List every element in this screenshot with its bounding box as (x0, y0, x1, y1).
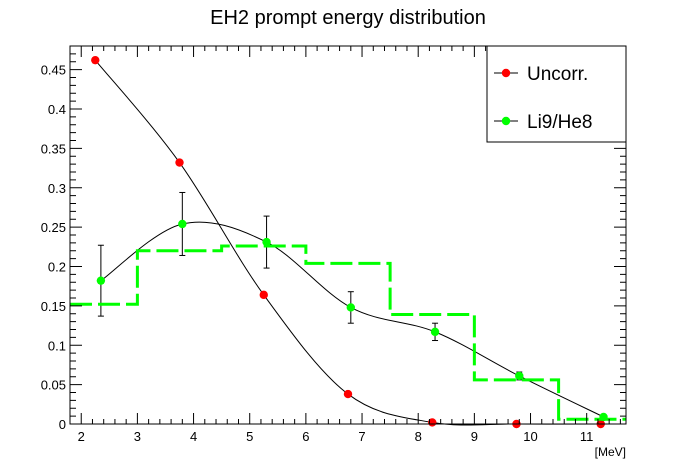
y-tick-label: 0.4 (48, 102, 66, 117)
x-tick-label: 11 (580, 429, 594, 444)
y-tick-label: 0.3 (48, 181, 66, 196)
uncorr-point (428, 418, 437, 427)
li9-he8-point (262, 237, 271, 247)
x-tick-label: 7 (358, 429, 365, 444)
x-tick-label: 8 (415, 429, 422, 444)
y-tick-label: 0.1 (48, 338, 66, 353)
li9-he8-point (96, 276, 106, 285)
x-tick-label: 4 (190, 429, 197, 444)
uncorr-point (91, 55, 100, 65)
uncorr-point (175, 158, 184, 167)
legend-item-li9-he8: Li9/He8 (494, 112, 593, 133)
legend-label: Li9/He8 (527, 112, 593, 133)
uncorr-point (259, 290, 268, 300)
li9-he8-point (178, 219, 187, 229)
x-tick-label: 5 (246, 429, 253, 444)
step-histogram (70, 244, 626, 421)
x-axis-label: [MeV] (595, 445, 626, 459)
x-tick-label: 10 (523, 429, 537, 444)
x-tick-label: 2 (78, 429, 85, 444)
li9-he8-point (346, 303, 356, 312)
uncorr-point (343, 389, 353, 399)
legend-marker (501, 116, 511, 126)
y-tick-label: 0.2 (48, 260, 66, 275)
chart-title: EH2 prompt energy distribution (210, 7, 486, 29)
li9-he8-point (430, 327, 440, 337)
legend-marker (501, 68, 511, 78)
histogram-step-line (70, 244, 626, 421)
x-tick-label: 6 (302, 429, 309, 444)
y-tick-label: 0.35 (41, 141, 66, 156)
legend-item-uncorr: Uncorr. (494, 64, 588, 85)
x-tick-label: 9 (471, 429, 478, 444)
legend: Uncorr. Li9/He8 (486, 45, 627, 143)
y-tick-label: 0.25 (41, 220, 66, 235)
li9-he8-point (515, 371, 524, 381)
legend-label: Uncorr. (527, 64, 588, 85)
x-tick-label: 3 (134, 429, 141, 444)
y-tick-label: 0.15 (41, 299, 66, 314)
y-tick-label: 0 (59, 417, 66, 432)
y-tick-label: 0.45 (41, 63, 66, 78)
y-tick-label: 0.05 (41, 378, 66, 393)
legend-box (486, 45, 627, 143)
